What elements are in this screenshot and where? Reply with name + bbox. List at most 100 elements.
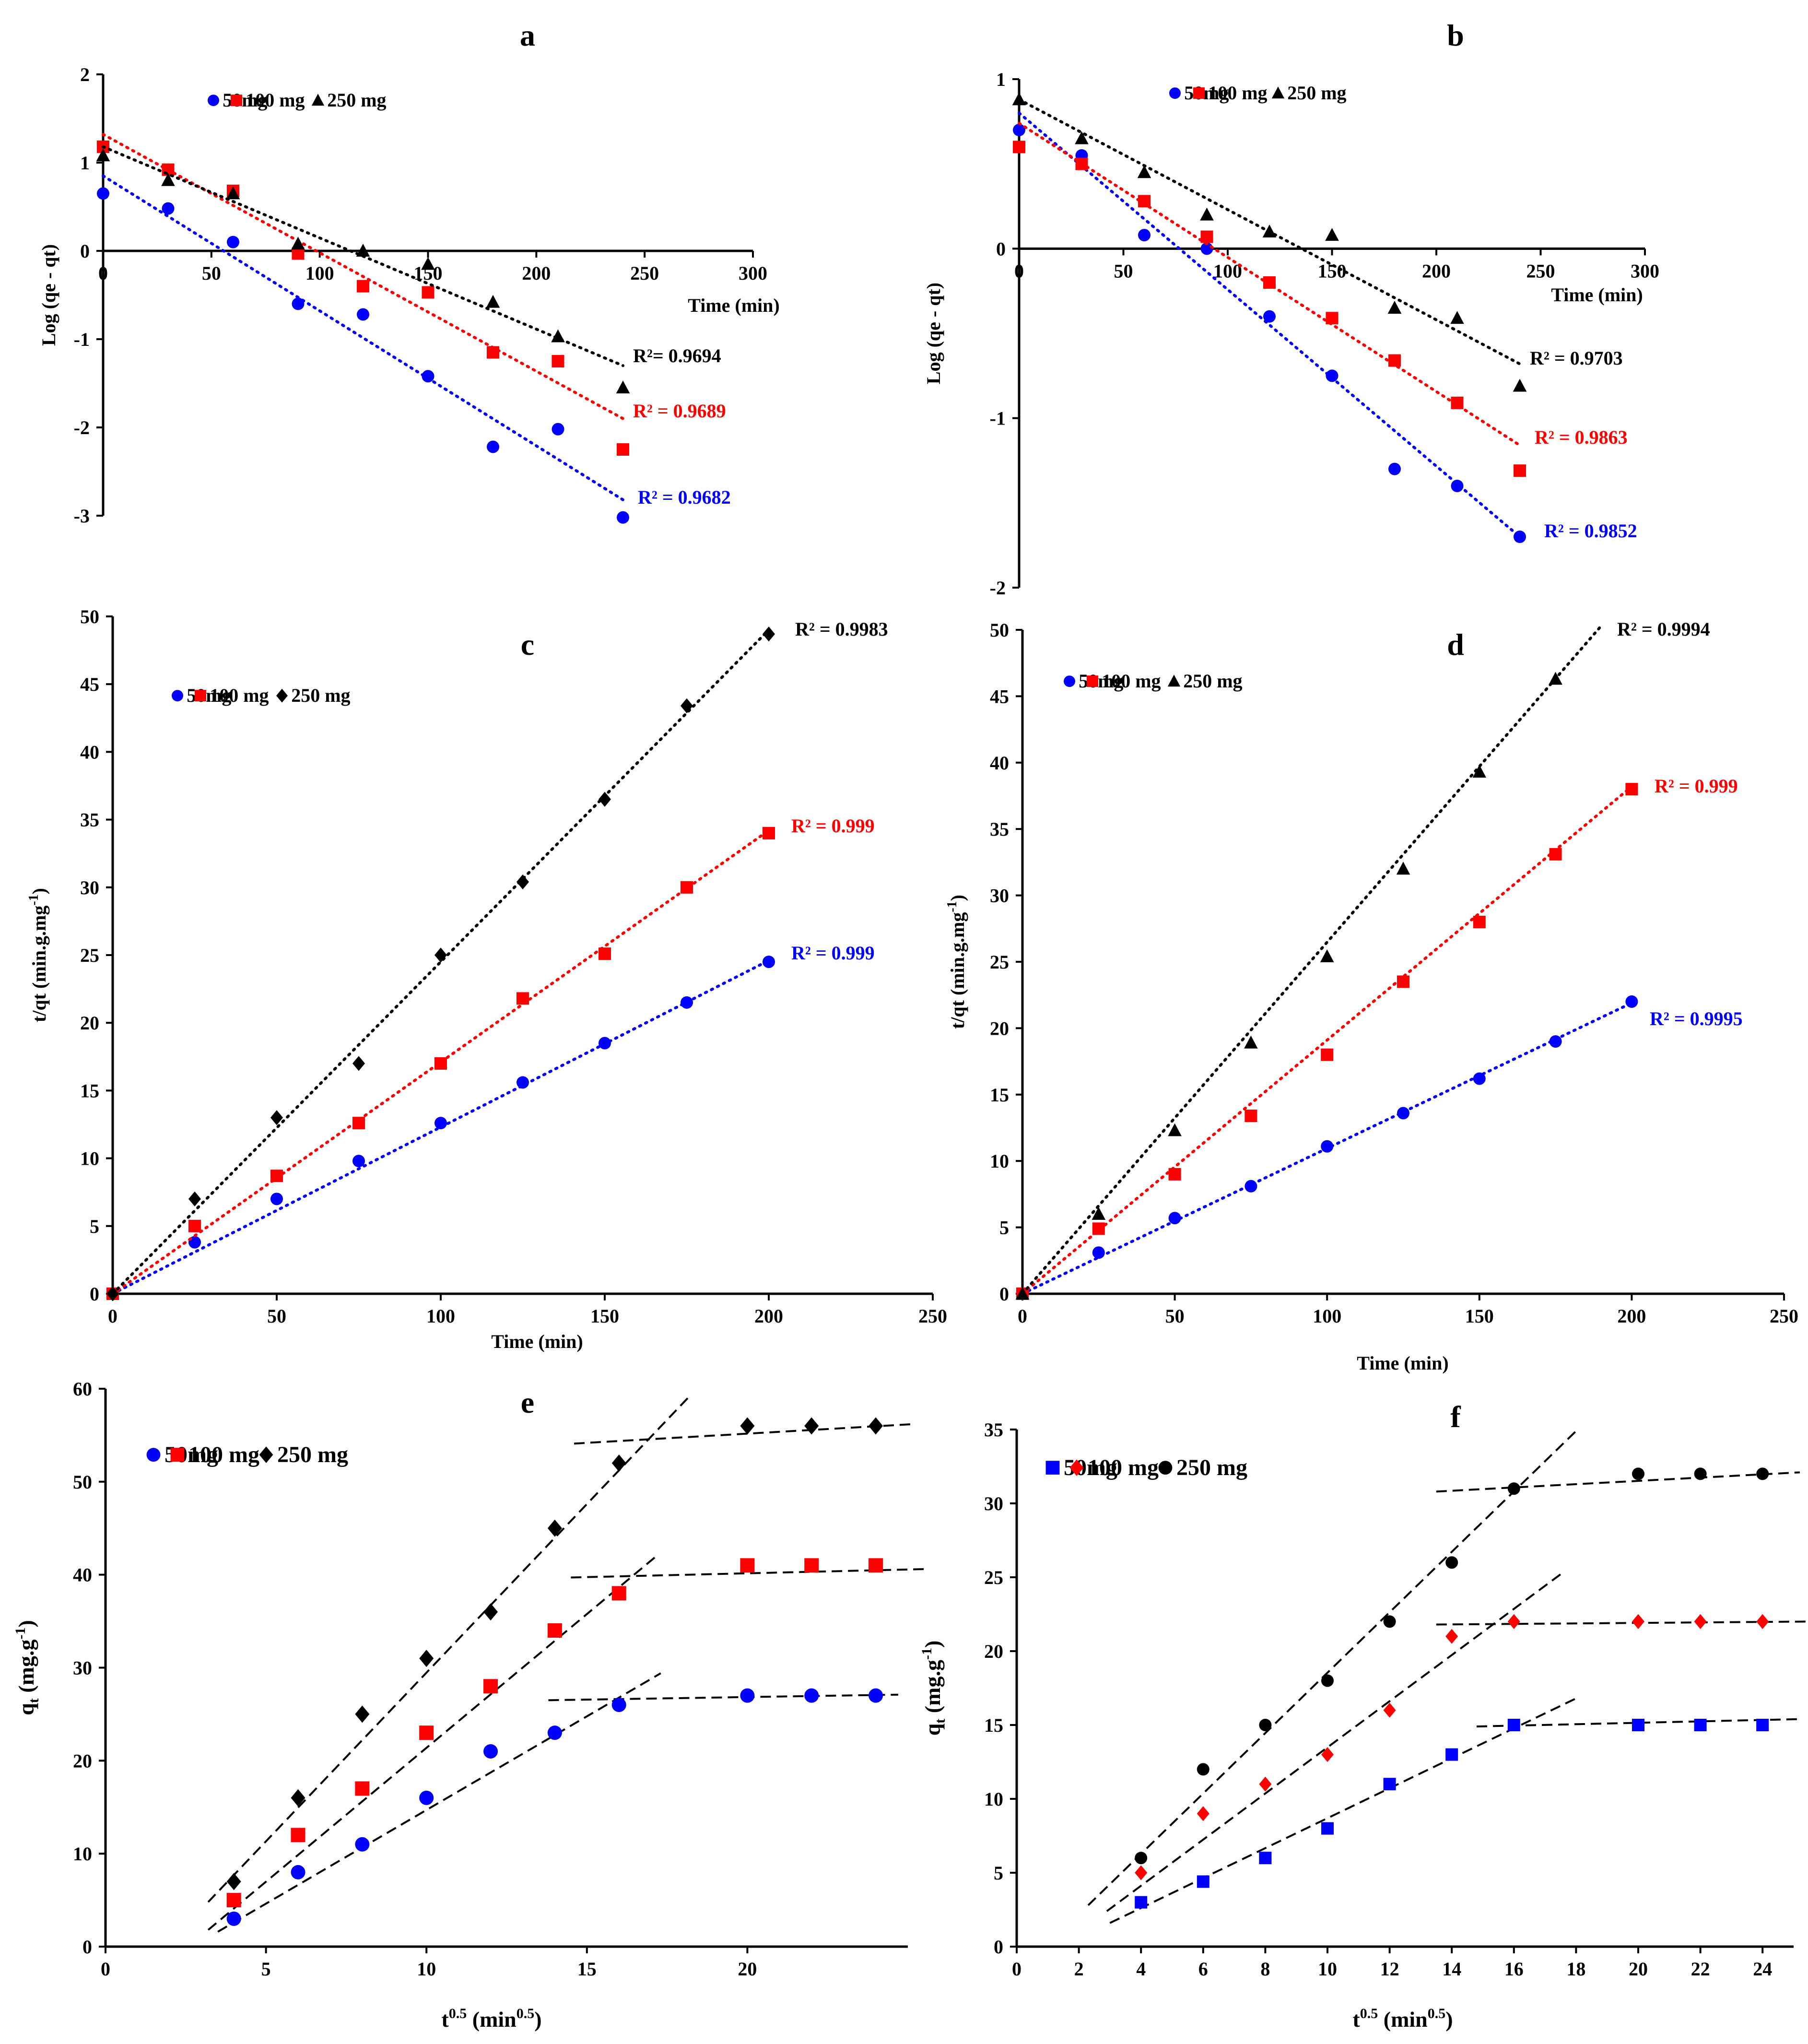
trendline-e-1-0 bbox=[207, 1554, 658, 1931]
data-point-a bbox=[96, 148, 110, 162]
data-point-b bbox=[1514, 464, 1526, 477]
r2-label-c: R² = 0.999 bbox=[791, 815, 875, 837]
data-point-b bbox=[1325, 228, 1339, 241]
trendline-b-0 bbox=[1018, 111, 1521, 538]
data-point-c bbox=[352, 1155, 365, 1168]
x-tick-label-a: 250 bbox=[630, 262, 659, 284]
data-point-f bbox=[1632, 1467, 1644, 1480]
trendline-e-1-1 bbox=[571, 1568, 924, 1579]
y-tick-label-d: 50 bbox=[990, 619, 1009, 641]
data-point-d bbox=[1549, 1035, 1562, 1048]
data-point-f bbox=[1445, 1629, 1458, 1644]
data-point-e bbox=[804, 1688, 819, 1703]
data-point-e bbox=[419, 1790, 434, 1805]
x-tick-label-b: 50 bbox=[1114, 260, 1133, 282]
y-tick-label-f: 10 bbox=[984, 1788, 1003, 1810]
legend-marker-a bbox=[231, 95, 242, 106]
trendline-d-2 bbox=[1021, 624, 1603, 1295]
x-tick-label-f: 18 bbox=[1566, 1958, 1585, 1980]
data-point-c bbox=[434, 1117, 447, 1130]
x-tick-label-f: 24 bbox=[1753, 1958, 1772, 1980]
y-tick-label-c: 5 bbox=[90, 1216, 99, 1237]
y-tick-label-d: 45 bbox=[990, 685, 1009, 707]
data-point-c bbox=[188, 1191, 201, 1206]
legend-label-a: 50mg bbox=[223, 89, 267, 111]
y-tick-label-c: 40 bbox=[80, 741, 99, 763]
y-tick-label-e: 60 bbox=[73, 1378, 92, 1400]
y-tick-label-b: -2 bbox=[990, 577, 1006, 599]
data-point-b bbox=[1450, 311, 1464, 324]
legend-label-c: 50mg bbox=[187, 685, 231, 706]
data-point-c bbox=[188, 1219, 201, 1232]
panel-label-c: c bbox=[521, 627, 534, 662]
trendline-e-2-0 bbox=[207, 1395, 691, 1903]
data-point-f bbox=[1694, 1614, 1707, 1629]
data-point-f bbox=[1694, 1719, 1707, 1731]
data-point-f bbox=[1445, 1556, 1458, 1569]
data-point-e bbox=[611, 1698, 626, 1713]
data-point-d bbox=[1244, 1180, 1257, 1193]
data-point-e bbox=[869, 1688, 883, 1703]
r2-label-b: R² = 0.9863 bbox=[1535, 426, 1628, 448]
y-tick-label-a: -1 bbox=[74, 329, 90, 350]
r2-label-a: R² = 0.9682 bbox=[638, 486, 731, 508]
data-point-f bbox=[1632, 1614, 1644, 1629]
data-point-b bbox=[1013, 141, 1025, 154]
series-d-2: R² = 0.9994 bbox=[1015, 618, 1710, 1300]
data-point-a bbox=[162, 202, 175, 215]
x-tick-label-b: 100 bbox=[1213, 260, 1242, 282]
data-point-f bbox=[1259, 1852, 1272, 1865]
data-point-b bbox=[1513, 378, 1527, 392]
y-tick-label-e: 0 bbox=[82, 1936, 92, 1958]
y-tick-label-f: 25 bbox=[984, 1567, 1003, 1588]
x-tick-label-d: 250 bbox=[1770, 1305, 1798, 1327]
x-tick-label-e: 15 bbox=[577, 1958, 597, 1980]
x-tick-label-c: 250 bbox=[918, 1305, 947, 1327]
chart-panel-c: c 0 5 10 15 20 25 30 35 40 45 50 0 50 100 150 200 250 Time… bbox=[26, 606, 947, 1352]
data-point-a bbox=[226, 186, 240, 200]
data-point-e bbox=[419, 1650, 434, 1667]
x-tick-label-d: 100 bbox=[1313, 1305, 1341, 1327]
series-b-2: R² = 0.9703 bbox=[1012, 92, 1623, 392]
y-axis-label-e: qt (mg.g-1) bbox=[12, 1620, 42, 1715]
data-point-b bbox=[1013, 124, 1025, 136]
data-point-d bbox=[1092, 1222, 1105, 1235]
legend-marker-f bbox=[1045, 1461, 1060, 1475]
x-tick-label-f: 22 bbox=[1691, 1958, 1710, 1980]
data-point-e bbox=[740, 1688, 755, 1703]
data-point-d bbox=[1168, 1123, 1182, 1136]
legend-label-f: 250 mg bbox=[1176, 1455, 1247, 1480]
data-point-e bbox=[483, 1679, 498, 1694]
legend-label-a: 100 mg bbox=[246, 89, 305, 111]
legend-marker-f bbox=[1069, 1459, 1084, 1476]
series-e-2 bbox=[207, 1395, 915, 1903]
data-point-e bbox=[547, 1623, 562, 1638]
data-point-e bbox=[547, 1725, 562, 1740]
trendline-f-0-0 bbox=[1109, 1697, 1577, 1924]
data-point-b bbox=[1387, 301, 1402, 314]
x-tick-label-e: 0 bbox=[101, 1958, 110, 1980]
x-tick-label-b: 0 bbox=[1014, 260, 1024, 282]
data-point-a bbox=[356, 244, 370, 257]
x-tick-label-e: 5 bbox=[261, 1958, 271, 1980]
x-tick-label-e: 20 bbox=[738, 1958, 757, 1980]
data-point-c bbox=[434, 1057, 447, 1070]
y-tick-label-f: 5 bbox=[994, 1862, 1003, 1884]
trendline-d-1 bbox=[1021, 785, 1633, 1295]
x-tick-label-f: 12 bbox=[1380, 1958, 1399, 1980]
r2-label-a: R²= 0.9694 bbox=[633, 345, 721, 366]
data-point-f bbox=[1507, 1719, 1520, 1731]
data-point-a bbox=[616, 380, 630, 394]
y-tick-label-a: -3 bbox=[74, 505, 90, 527]
series-c-1: R² = 0.999 bbox=[106, 815, 875, 1300]
series-c-2: R² = 0.9983 bbox=[106, 618, 888, 1301]
y-tick-label-a: -2 bbox=[74, 417, 90, 438]
legend-label-a: 250 mg bbox=[327, 89, 386, 111]
y-tick-label-d: 30 bbox=[990, 885, 1009, 907]
legend-marker-e bbox=[170, 1448, 185, 1462]
data-point-c bbox=[763, 956, 775, 969]
series-a-2: R²= 0.9694 bbox=[96, 145, 721, 394]
data-point-a bbox=[552, 423, 564, 436]
data-point-a bbox=[357, 308, 369, 321]
legend-label-f: 100 mg bbox=[1088, 1455, 1159, 1480]
